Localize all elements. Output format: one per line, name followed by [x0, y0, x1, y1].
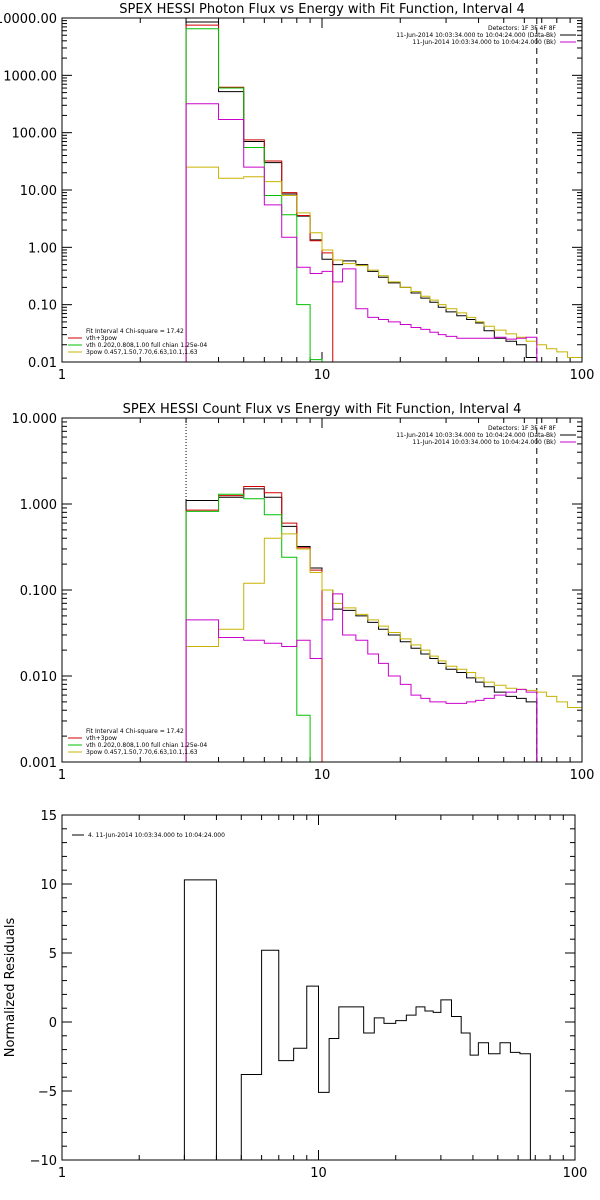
legend-bottom-left-entry: vth 0.202,0.808,1.00 full chian 1.25e-04: [86, 742, 207, 749]
y-tick-label: 5: [49, 947, 57, 962]
x-tick-label: 100: [570, 768, 595, 783]
x-tick-label: 100: [563, 1166, 588, 1181]
y-tick-label: −5: [38, 1085, 57, 1100]
y-tick-label: 0.10: [28, 299, 57, 314]
x-tick-label: 10: [314, 768, 331, 783]
y-tick-label: 0.010: [20, 670, 57, 685]
y-tick-label: 0.100: [20, 584, 57, 599]
legend-bottom-left-entry: vth 0.202,0.808,1.00 full chian 1.25e-04: [86, 342, 207, 349]
series-group: [185, 485, 582, 762]
plot-frame: [61, 814, 576, 1161]
x-tick-label: 10: [310, 1166, 327, 1181]
y-tick-label: 0.001: [20, 756, 57, 771]
legend-top-right-entry: 11-Jun-2014 10:03:34.000 to 10:04:24.000…: [413, 439, 556, 446]
y-tick-label: 100.00: [12, 127, 58, 142]
legend-top-right-entry: 11-Jun-2014 10:03:34.000 to 10:04:24.000…: [413, 39, 556, 46]
series-data-bk-line: [185, 21, 538, 362]
y-tick-label: 10.00: [20, 184, 57, 199]
legend-bottom-left-entry: Fit Interval 4 Chi-square = 17.42: [86, 728, 184, 735]
x-tick-label: 1: [58, 1166, 66, 1181]
legend-bottom-left-entry: vth+3pow: [86, 335, 117, 342]
plot-frame: [61, 417, 583, 763]
legend-top-right-entry: Detectors: 1F 3F 4F 8F: [488, 425, 557, 432]
series-vth-3pow-line: [185, 24, 334, 362]
chart-title: SPEX HESSI Count Flux vs Energy with Fit…: [123, 402, 522, 417]
x-tick-label: 1: [58, 368, 66, 383]
y-tick-label: 10000.00: [0, 12, 57, 27]
x-tick-label: 1: [58, 768, 66, 783]
y-tick-label: 0: [49, 1016, 57, 1031]
series-data-bk-line: [185, 488, 538, 762]
y-tick-label: −10: [30, 1154, 57, 1169]
legend-top-right-entry: Detectors: 1F 3F 4F 8F: [488, 25, 557, 32]
series-vth-line: [185, 493, 322, 762]
y-tick-label: 10.000: [12, 412, 58, 427]
series-bk-line: [185, 593, 538, 762]
x-tick-label: 10: [314, 368, 331, 383]
y-tick-label: 1000.00: [3, 69, 57, 84]
chart-title: SPEX HESSI Photon Flux vs Energy with Fi…: [119, 2, 525, 17]
x-tick-label: 100: [570, 368, 595, 383]
legend-bottom-left-entry: 3pow 0.457,1.50,7.70,6.63,10.1,1.63: [86, 749, 198, 756]
y-tick-label: 10: [40, 878, 57, 893]
series-group: [183, 879, 531, 1160]
y-axis-label: Normalized Residuals: [3, 918, 18, 1058]
legend-top-right-entry: 11-Jun-2014 10:03:34.000 to 10:04:24.000…: [396, 32, 556, 39]
series-group: [185, 21, 582, 362]
y-tick-label: 1.00: [28, 241, 57, 256]
series-residuals-line: [183, 879, 531, 1160]
series-vth-line: [185, 28, 323, 362]
chart-panel-1: SPEX HESSI Photon Flux vs Energy with Fi…: [0, 2, 594, 383]
legend-bottom-left-entry: 3pow 0.457,1.50,7.70,6.63,10.1,1.63: [86, 349, 198, 356]
plot-frame: [61, 17, 583, 363]
series-3pow-line: [185, 533, 582, 762]
legend-entry: 4. 11-Jun-2014 10:03:34.000 to 10:04:24.…: [88, 832, 225, 839]
y-tick-label: 15: [40, 809, 57, 824]
chart-panel-3: 1 10 100 15 10 5 0 −5 −10 Normalized Residuals 4. …: [3, 809, 587, 1181]
series-vth-3pow-line: [185, 485, 323, 762]
chart-panel-2: SPEX HESSI Count Flux vs Energy with Fit…: [12, 402, 595, 783]
series-3pow-line: [185, 166, 582, 362]
legend-bottom-left-entry: Fit Interval 4 Chi-square = 17.42: [86, 328, 184, 335]
y-tick-label: 0.01: [28, 356, 57, 371]
legend-bottom-left-entry: vth+3pow: [86, 735, 117, 742]
legend-top-right-entry: 11-Jun-2014 10:03:34.000 to 10:04:24.000…: [396, 432, 556, 439]
series-bk-line: [185, 103, 538, 362]
y-tick-label: 1.000: [20, 498, 57, 513]
